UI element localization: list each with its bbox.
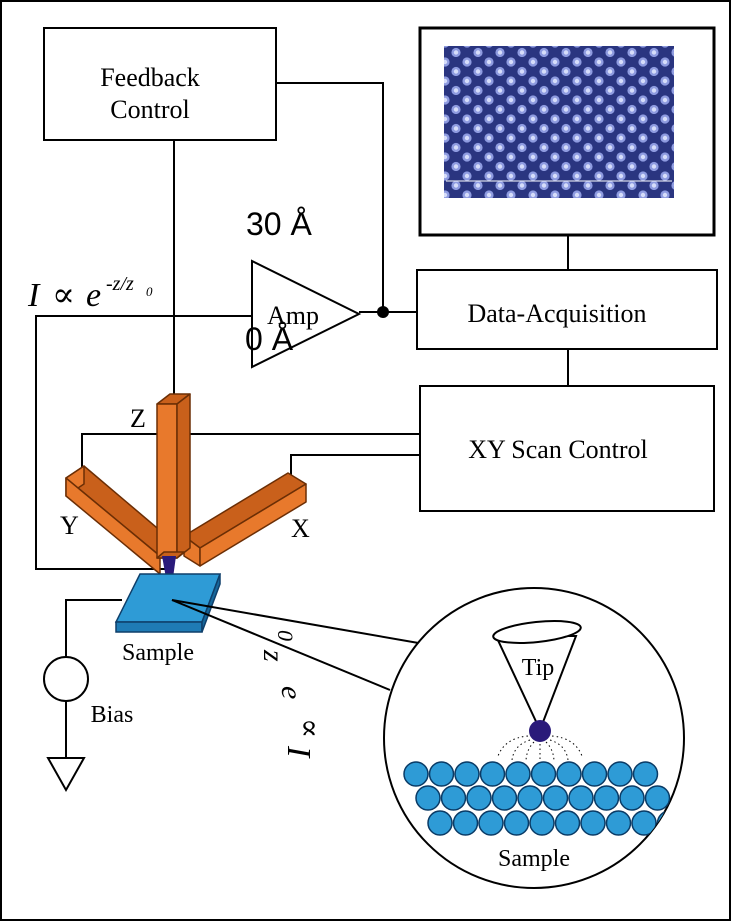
amp-label: Amp [267, 301, 319, 330]
sample-label: Sample [122, 640, 194, 666]
junction-dot [377, 306, 389, 318]
feedback-label-line1: Feedback [100, 63, 200, 92]
atom [631, 810, 657, 836]
inset-tip-dot [529, 720, 551, 742]
inset-tip-top [492, 620, 582, 644]
bias-circle [43, 656, 89, 702]
atom [440, 785, 467, 811]
atom [427, 810, 453, 836]
axis-z-label: Z [130, 404, 146, 433]
xy-scan-label: XY Scan Control [468, 435, 648, 464]
stm-image [444, 46, 674, 198]
atom [607, 761, 633, 787]
atom [542, 785, 569, 811]
rot-z: z [257, 649, 290, 662]
piezo-scanner [65, 393, 307, 575]
formula-exponent: -z/z [106, 273, 134, 295]
tunneling-formula: I ∝ e -z/z 0 [27, 273, 153, 314]
tip-label: Tip [522, 655, 554, 681]
axis-y-label: Y [60, 511, 79, 540]
formula-prop: ∝ [52, 277, 75, 314]
atom [529, 810, 555, 836]
atom [632, 761, 659, 787]
atom [517, 785, 543, 811]
atom [554, 810, 581, 836]
atom [466, 785, 492, 811]
zoom-lines [171, 599, 431, 691]
atom [556, 761, 582, 787]
atom [581, 761, 608, 787]
axis-x-label: X [291, 514, 310, 543]
data-acquisition-box: Data-Acquisition [416, 269, 718, 350]
ground-symbol [46, 757, 86, 793]
atom [619, 785, 645, 811]
inset-magnifier: Tip Sample [383, 587, 685, 889]
monitor [418, 26, 716, 237]
wires [35, 82, 569, 758]
scale-bottom-label: 0 Å [245, 321, 294, 357]
amp-triangle: Amp [251, 259, 362, 369]
xy-scan-control-box: XY Scan Control [419, 385, 715, 512]
rotated-formula: z 0 e ∝ I [257, 630, 326, 759]
atom [656, 810, 683, 836]
atom [593, 785, 620, 811]
feedback-control-box: Feedback Control [43, 27, 277, 141]
atom [452, 810, 479, 836]
atom [428, 761, 455, 787]
atom [605, 810, 632, 836]
sample-slab [114, 573, 222, 633]
rot-e: e [275, 686, 308, 699]
atom [505, 761, 531, 787]
formula-sub: 0 [146, 284, 153, 299]
atom [479, 761, 506, 787]
atom [568, 785, 594, 811]
scale-top-label: 30 Å [246, 206, 312, 242]
atom [415, 785, 441, 811]
rot-i: I [280, 745, 317, 759]
atom-layers [403, 761, 683, 836]
bias-source: Bias [43, 656, 134, 793]
atom [478, 810, 504, 836]
data-acquisition-label: Data-Acquisition [467, 299, 646, 328]
atom [580, 810, 606, 836]
atom [503, 810, 530, 836]
atom [530, 761, 557, 787]
atom [644, 785, 671, 811]
tunneling-current [497, 735, 583, 763]
atom [491, 785, 518, 811]
bias-label: Bias [91, 702, 134, 728]
inset-sample-label: Sample [498, 846, 570, 872]
formula-i: I [27, 277, 41, 314]
feedback-label-line2: Control [110, 95, 189, 124]
formula-e: e [86, 277, 101, 314]
atom [454, 761, 480, 787]
rot-prop: ∝ [293, 718, 326, 738]
rot-sub: 0 [273, 630, 298, 641]
atom [403, 761, 429, 787]
